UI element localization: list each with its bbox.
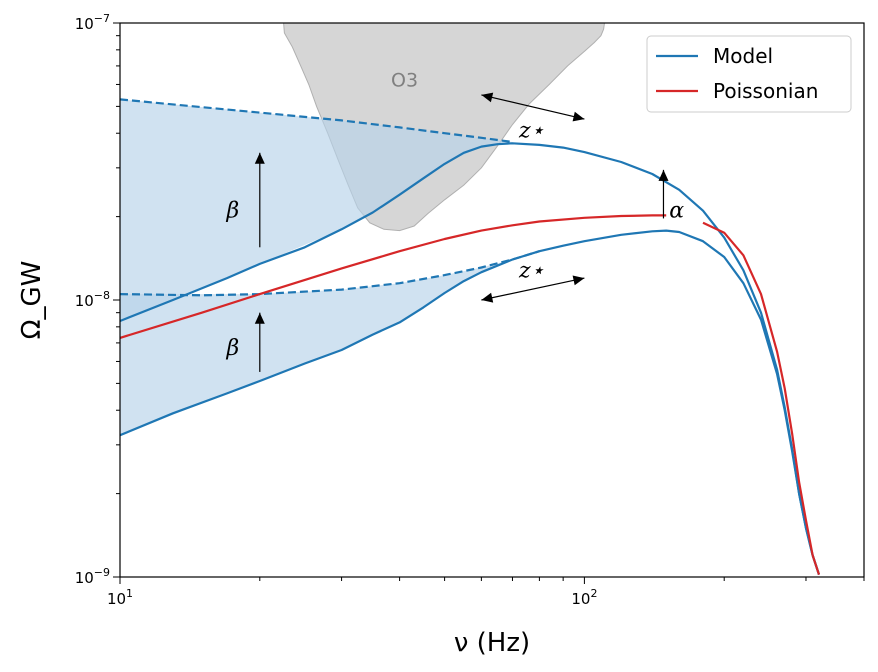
o3-label: O3: [391, 70, 418, 92]
uncertainty-band-1: [120, 99, 513, 322]
annotation-alpha: α: [658, 169, 684, 224]
annotation-arrow-line: [481, 94, 585, 120]
y-tick-label: 10−8: [75, 289, 110, 310]
series-poissonian: [120, 214, 667, 339]
annotation-label: z⋆: [518, 118, 545, 143]
annotation-label: β: [226, 199, 240, 224]
arrow-head: [572, 111, 585, 122]
series-model-upper-asymptote: [120, 98, 513, 144]
x-axis-title: ν (Hz): [454, 628, 530, 658]
arrow-head: [254, 152, 265, 164]
series-poissonian-tail: [702, 221, 821, 575]
arrow-head: [254, 312, 265, 324]
annotation-arrow-line: [481, 277, 585, 301]
legend-label-poissonian: Poissonian: [713, 79, 818, 103]
arrow-head: [481, 292, 494, 303]
y-tick-label: 10−9: [75, 566, 110, 587]
uncertainty-band-2: [120, 251, 540, 436]
legend-label-model: Model: [713, 44, 773, 68]
series-model-lower-asymptote: [120, 250, 540, 297]
arrow-head: [481, 92, 494, 103]
x-tick-label: 102: [571, 587, 597, 608]
x-tick-label: 101: [107, 587, 133, 608]
annotation-label: z⋆: [518, 258, 545, 283]
annotation-beta-upper: β: [226, 152, 265, 248]
arrow-head: [572, 275, 585, 286]
annotation-z-star-lower: z⋆: [481, 258, 585, 303]
annotation-label: β: [226, 336, 240, 361]
arrow-head: [658, 169, 669, 181]
y-axis-title: Ω_GW: [17, 261, 47, 340]
y-tick-label: 10−7: [75, 12, 110, 33]
annotation-label: α: [669, 199, 684, 224]
annotation-z-star-upper: z⋆: [481, 92, 585, 143]
series-model-lower: [120, 229, 821, 575]
annotation-beta-lower: β: [226, 312, 265, 372]
